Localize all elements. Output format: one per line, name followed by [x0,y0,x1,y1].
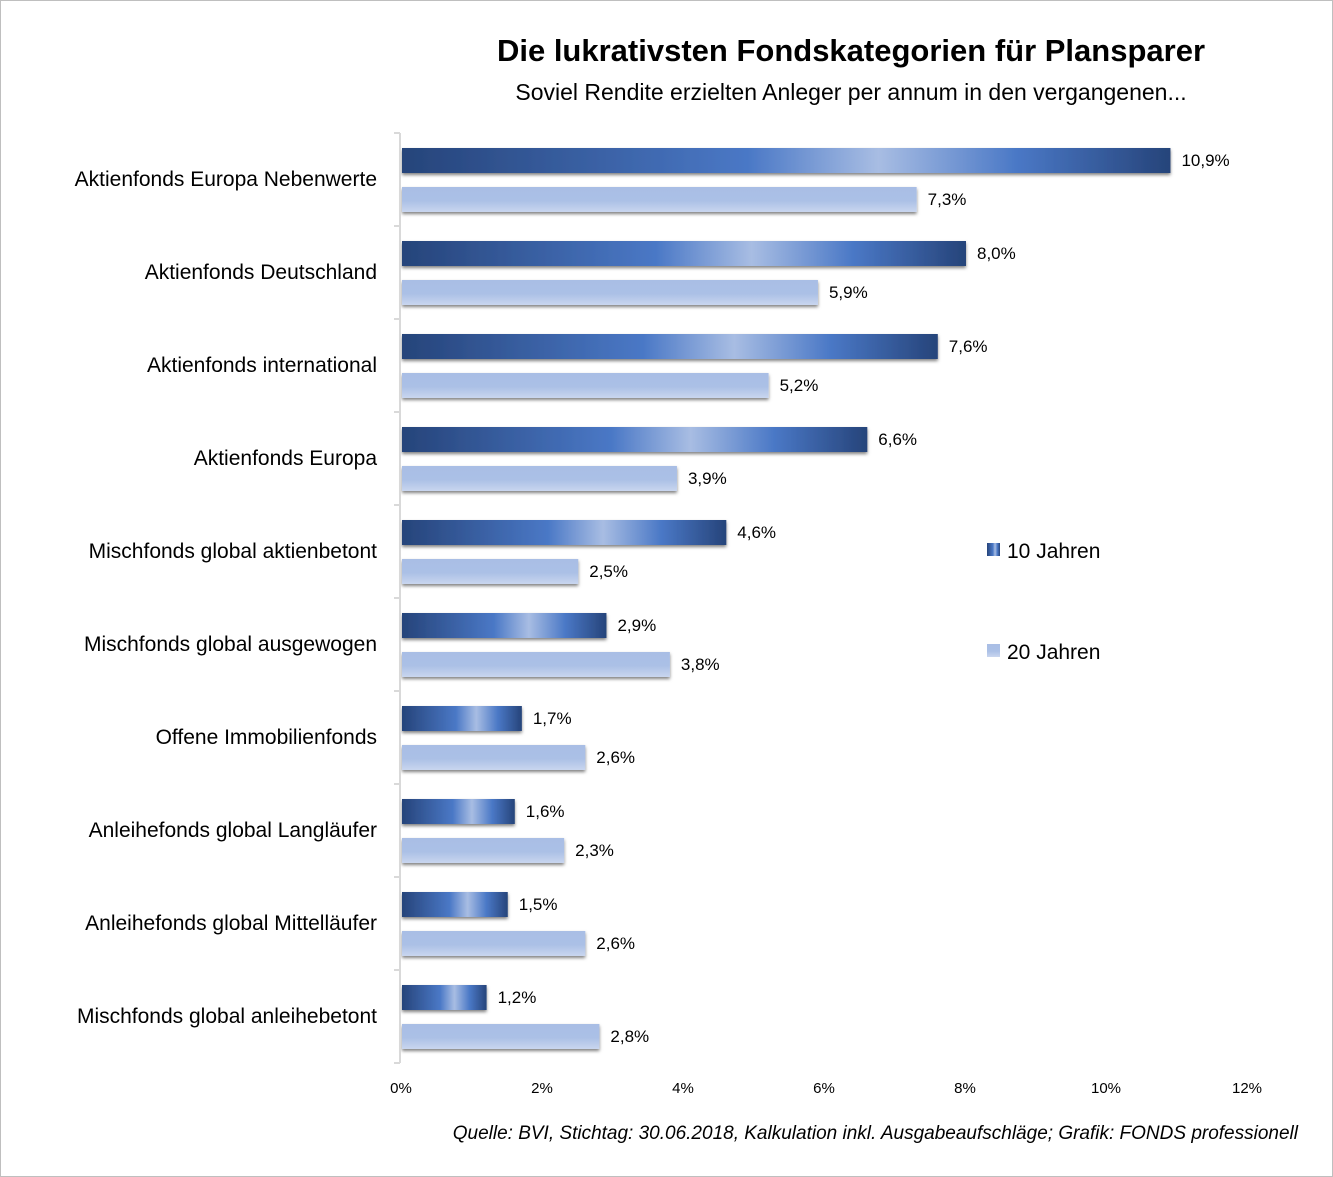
data-label: 2,8% [610,1027,649,1046]
x-tick-label: 12% [1232,1080,1262,1097]
category-label: Offene Immobilienfonds [156,726,377,749]
x-tick-label: 4% [672,1080,694,1097]
bar-20-jahre [402,373,769,398]
source-note: Quelle: BVI, Stichtag: 30.06.2018, Kalku… [452,1123,1298,1144]
data-label: 3,8% [681,655,720,674]
data-label: 10,9% [1181,151,1229,170]
data-label: 7,3% [928,190,967,209]
bar-20-jahre [402,559,579,584]
category-label: Anleihefonds global Mittelläufer [85,912,377,935]
category-label: Aktienfonds international [147,354,377,377]
x-tick-label: 8% [954,1080,976,1097]
x-tick-label: 6% [813,1080,835,1097]
bar-20-jahre [402,652,670,677]
category-label: Aktienfonds Europa Nebenwerte [75,168,377,191]
data-label: 1,5% [519,895,558,914]
data-label: 1,6% [526,802,565,821]
data-label: 5,2% [780,376,819,395]
bar-20-jahre [402,838,565,863]
legend-swatch [987,644,1000,657]
bar-10-jahre [402,148,1171,173]
data-label: 2,3% [575,841,614,860]
bar-10-jahre [402,613,607,638]
category-label: Aktienfonds Deutschland [145,261,377,284]
data-label: 3,9% [688,469,727,488]
data-label: 6,6% [878,430,917,449]
legend-label: 20 Jahren [1007,641,1100,664]
bar-10-jahre [402,892,508,917]
data-label: 2,6% [596,748,635,767]
data-label: 1,7% [533,709,572,728]
bar-20-jahre [402,466,677,491]
category-label: Mischfonds global ausgewogen [84,633,377,656]
data-label: 4,6% [737,523,776,542]
data-label: 2,9% [617,616,656,635]
data-label: 2,6% [596,934,635,953]
category-label: Mischfonds global aktienbetont [89,540,378,563]
bar-20-jahre [402,1024,600,1049]
x-tick-label: 2% [531,1080,553,1097]
data-label: 8,0% [977,244,1016,263]
bar-10-jahre [402,520,727,545]
data-label: 5,9% [829,283,868,302]
bar-10-jahre [402,334,938,359]
legend-label: 10 Jahren [1007,540,1100,563]
bar-20-jahre [402,745,586,770]
data-label: 1,2% [498,988,537,1007]
bar-10-jahre [402,985,487,1010]
data-label: 7,6% [949,337,988,356]
bar-20-jahre [402,931,586,956]
chart-title: Die lukrativsten Fondskategorien für Pla… [496,33,1206,68]
category-label: Anleihefonds global Langläufer [89,819,377,842]
category-label: Mischfonds global anleihebetont [77,1005,377,1028]
bar-10-jahre [402,799,515,824]
bar-10-jahre [402,427,868,452]
x-tick-label: 10% [1091,1080,1121,1097]
bar-20-jahre [402,187,917,212]
legend-swatch [987,543,1000,556]
bar-10-jahre [402,706,522,731]
bar-10-jahre [402,241,966,266]
data-label: 2,5% [589,562,628,581]
chart-subtitle: Soviel Rendite erzielten Anleger per ann… [515,79,1187,105]
bar-20-jahre [402,280,818,305]
x-tick-label: 0% [390,1080,412,1097]
category-label: Aktienfonds Europa [194,447,378,470]
